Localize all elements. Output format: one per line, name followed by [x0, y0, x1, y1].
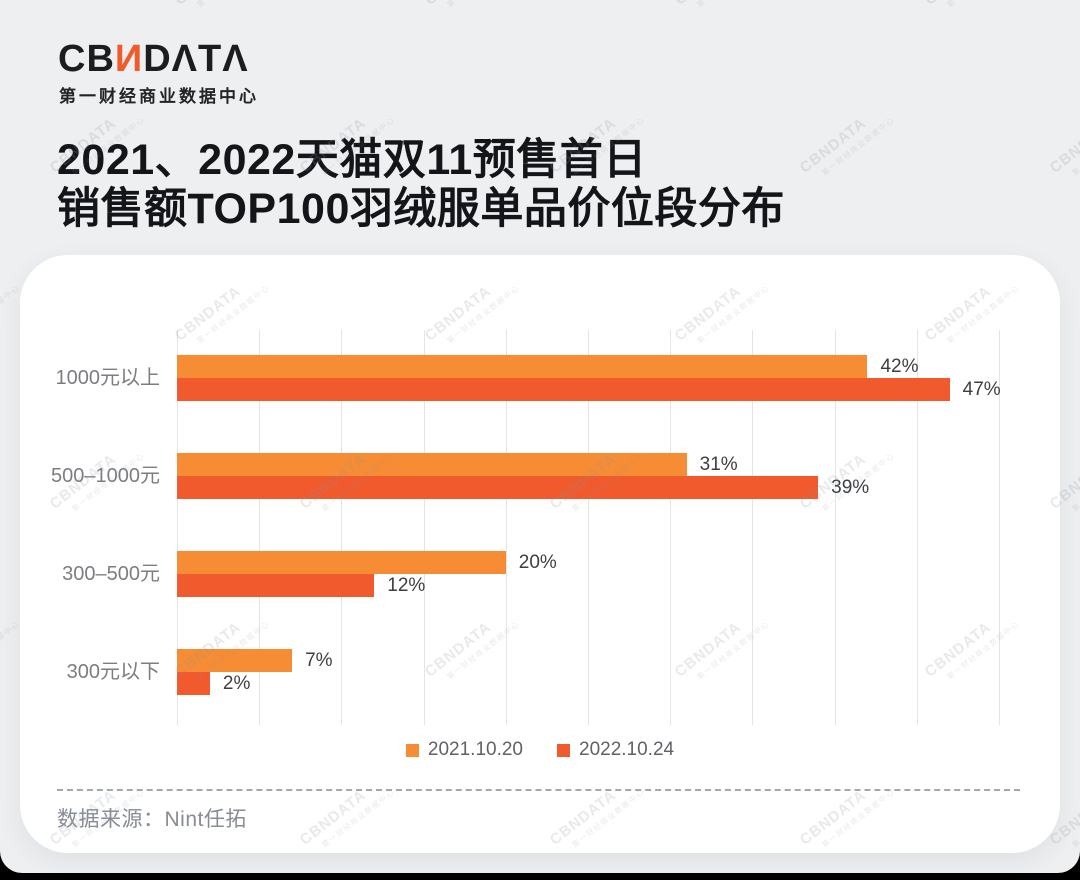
logo-subtitle: 第一财经商业数据中心	[59, 87, 259, 106]
watermark-brand-text: CBNDATA	[796, 114, 870, 177]
gridline	[916, 330, 918, 725]
watermark-subtitle-text: 第一财经商业数据中心	[933, 0, 1022, 19]
gridline	[259, 330, 261, 725]
title-line-2: 销售额TOP100羽绒服单品价位段分布	[57, 185, 785, 233]
bar-2022.10.24-300元以下	[177, 672, 210, 695]
bar-value-label: 2%	[222, 673, 251, 694]
gridline	[341, 330, 343, 725]
watermark-subtitle-text: 第一财经商业数据中心	[1070, 786, 1080, 850]
category-label: 300–500元	[62, 563, 160, 585]
bar-value-label: 12%	[387, 575, 426, 596]
gridline	[588, 330, 589, 725]
chart-title: 2021、2022天猫双11预售首日 销售额TOP100羽绒服单品价位段分布	[57, 136, 785, 234]
watermark-brand-text: CBNDATA	[1046, 114, 1080, 177]
gridline	[423, 330, 425, 725]
bar-value-label: 42%	[880, 356, 919, 377]
bar-2022.10.24-300–500元	[177, 574, 375, 597]
bar-value-label: 39%	[831, 477, 870, 498]
legend-item: 2021.10.20	[405, 739, 523, 761]
watermark-subtitle-text: 第一财经商业数据中心	[1070, 450, 1080, 514]
watermark-brand-text: CBNDATA	[672, 0, 745, 9]
category-label: 500–1000元	[51, 465, 160, 487]
watermark-subtitle-text: 第一财经商业数据中心	[1070, 114, 1080, 178]
watermark-subtitle-text: 第一财经商业数据中心	[183, 0, 272, 19]
logo-text-left: CB	[58, 38, 115, 80]
bar-value-label: 47%	[962, 379, 1001, 400]
bar-2021.10.20-1000元以上	[177, 355, 868, 378]
gridline	[177, 330, 178, 725]
bar-2022.10.24-500–1000元	[177, 476, 819, 499]
bar-value-label: 20%	[518, 552, 557, 573]
chart-card: 1000元以上 42% 47% 500–1000元 31% 39% 300–500元 20% 1…	[20, 255, 1060, 853]
gridline	[999, 330, 1000, 725]
title-line-1: 2021、2022天猫双11预售首日	[57, 136, 647, 184]
bar-2021.10.20-300元以下	[177, 649, 293, 672]
logo-accent-letter: И	[114, 38, 144, 80]
bar-2021.10.20-500–1000元	[177, 453, 687, 476]
chart-legend: 2021.10.20 2022.10.24	[20, 739, 1060, 761]
legend-item: 2022.10.24	[557, 739, 674, 761]
watermark-subtitle-text: 第一财经商业数据中心	[0, 0, 22, 19]
watermark-brand-text: CBNDATA	[922, 0, 995, 9]
watermark-subtitle-text: 第一财经商业数据中心	[0, 282, 22, 346]
logo-text-right: DΛTΛ	[143, 38, 249, 80]
watermark-subtitle-text: 第一财经商业数据中心	[683, 0, 772, 19]
gridline	[834, 330, 836, 725]
dashed-divider	[57, 789, 1020, 791]
gridline	[752, 330, 754, 725]
data-source-note: 数据来源：Nint任拓	[57, 808, 247, 831]
bar-chart-plot-area: 1000元以上 42% 47% 500–1000元 31% 39% 300–500元 20% 1…	[51, 330, 1001, 725]
legend-label: 2022.10.24	[579, 739, 675, 760]
bar-2021.10.20-300–500元	[177, 551, 506, 574]
watermark-subtitle-text: 第一财经商业数据中心	[820, 114, 897, 178]
bar-value-label: 7%	[305, 650, 333, 671]
bar-value-label: 31%	[699, 454, 738, 475]
category-label: 1000元以上	[55, 367, 161, 389]
watermark-brand-text: CBNDATA	[172, 0, 245, 9]
bar-2022.10.24-1000元以上	[177, 378, 950, 401]
category-label: 300元以下	[66, 661, 160, 683]
legend-swatch-icon	[557, 743, 570, 757]
watermark-brand-text: CBNDATA	[422, 0, 495, 9]
watermark-subtitle-text: 第一财经商业数据中心	[433, 0, 522, 19]
legend-swatch-icon	[405, 743, 419, 757]
cbndata-logo: CBИDΛTΛ	[58, 40, 249, 78]
gridline	[670, 330, 672, 725]
gridline	[505, 330, 507, 725]
legend-label: 2021.10.20	[427, 739, 523, 760]
